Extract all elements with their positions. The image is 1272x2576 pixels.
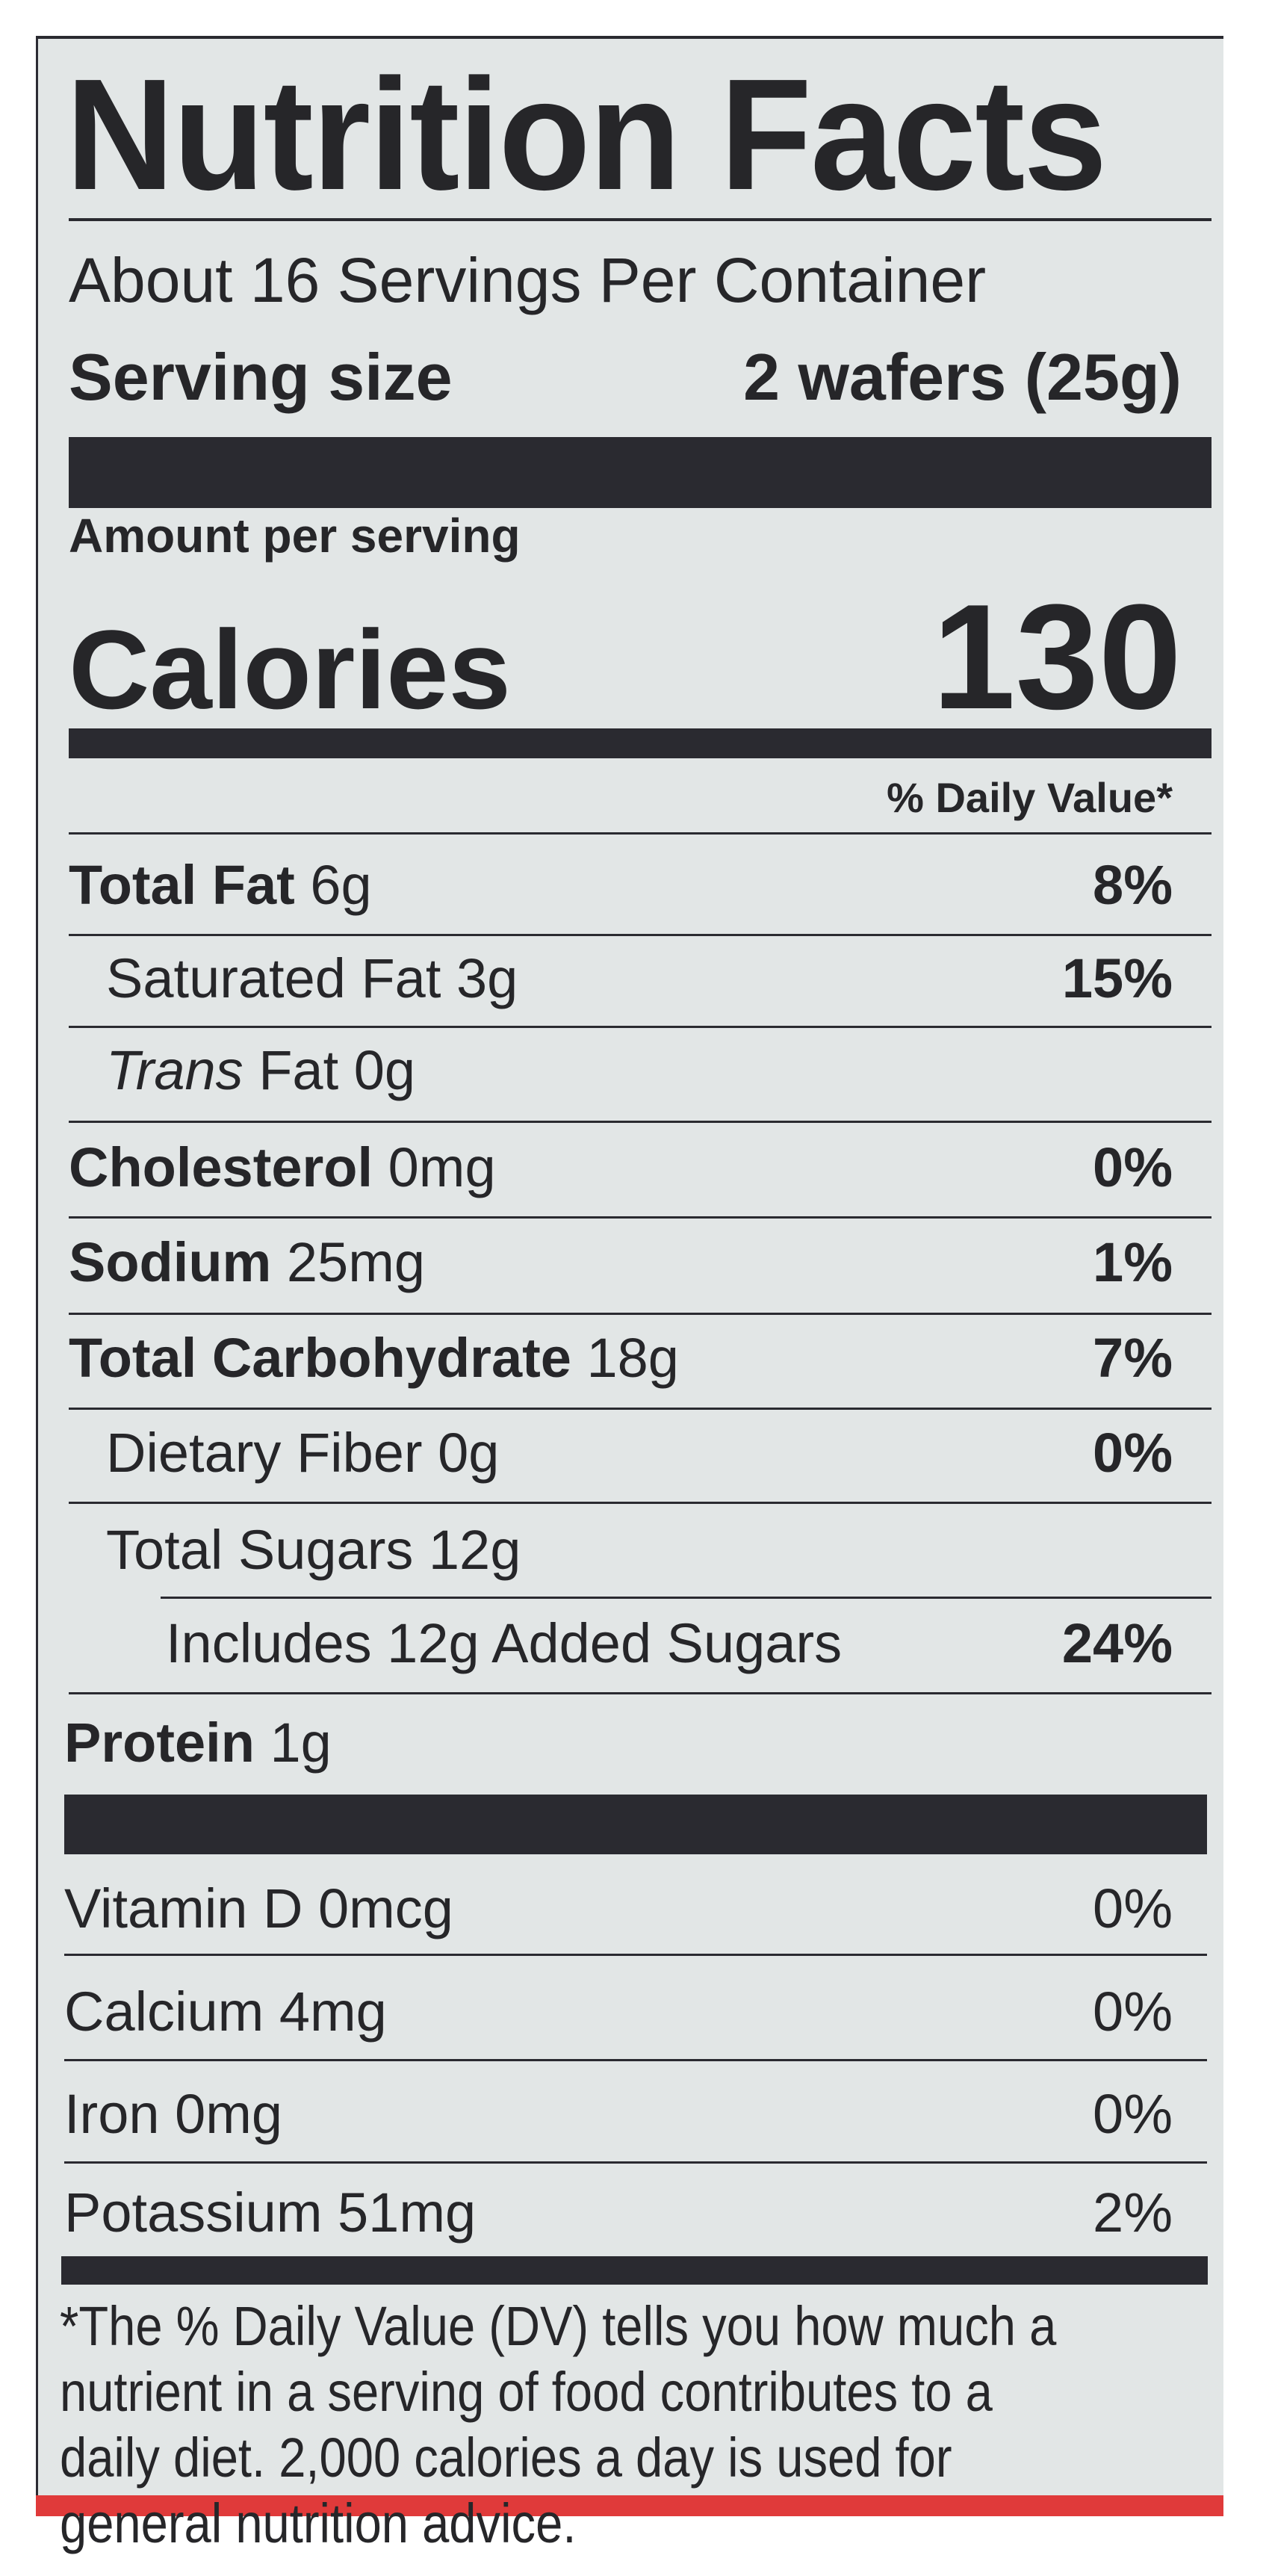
divider [64, 1954, 1207, 1956]
daily-value-header: % Daily Value* [887, 774, 1173, 821]
nutrient-dv: 7% [1093, 1327, 1173, 1389]
medium-divider [69, 728, 1211, 758]
thick-divider [64, 1795, 1207, 1854]
divider [69, 1121, 1211, 1123]
divider [64, 2161, 1207, 2164]
calories-label: Calories [69, 607, 511, 732]
nutrient-name: Trans [106, 1039, 243, 1101]
nutrient-amount: 3g [456, 947, 518, 1009]
divider [69, 1408, 1211, 1410]
nutrient-name: Total Carbohydrate [69, 1327, 571, 1389]
nutrient-name: Protein [64, 1712, 255, 1774]
nutrient-amount: 1g [270, 1712, 332, 1774]
nutrient-dv: 15% [1061, 947, 1173, 1009]
divider [69, 1313, 1211, 1315]
serving-size: Serving size 2 wafers (25g) [69, 340, 1182, 415]
page-title: Nutrition Facts [66, 46, 1107, 223]
nutrient-amount: 6g [310, 854, 372, 916]
thick-divider [69, 437, 1211, 508]
vitamin-dv: 0% [1093, 1877, 1173, 1939]
nutrient-amount: 0g [438, 1422, 500, 1484]
amount-per-serving: Amount per serving [69, 509, 521, 563]
nutrient-dv: 0% [1093, 1422, 1173, 1484]
servings-per-container: About 16 Servings Per Container [69, 245, 987, 315]
nutrient-dv: 8% [1093, 854, 1173, 916]
vitamin-amount: 4mg [279, 1981, 387, 2043]
nutrient-name: Sodium [69, 1231, 272, 1293]
vitamin-name: Calcium [64, 1981, 264, 2043]
calories-row: Calories 130 [69, 583, 1182, 734]
nutrient-amount: 0g [353, 1039, 416, 1101]
divider [69, 1502, 1211, 1504]
divider [69, 1216, 1211, 1219]
divider [161, 1597, 1211, 1599]
divider [64, 2059, 1207, 2061]
nutrient-row-cholesterol: Cholesterol 0mg 0% [69, 1134, 1173, 1201]
nutrient-row-dietary-fiber: Dietary Fiber 0g 0% [106, 1419, 1173, 1487]
nutrient-name: Total Fat [69, 854, 295, 916]
vitamin-row-potassium: Potassium 51mg 2% [64, 2179, 1173, 2247]
nutrient-amount: 25mg [286, 1231, 425, 1293]
divider [69, 934, 1211, 936]
red-package-band [36, 2495, 1223, 2516]
serving-size-value: 2 wafers (25g) [743, 340, 1182, 414]
daily-value-footnote: *The % Daily Value (DV) tells you how mu… [60, 2295, 1057, 2554]
vitamin-name: Potassium [64, 2182, 323, 2244]
vitamin-amount: 0mg [175, 2083, 283, 2145]
nutrient-amount: 12g [428, 1519, 521, 1581]
vitamin-amount: 51mg [338, 2182, 477, 2244]
nutrient-name: Dietary Fiber [106, 1422, 423, 1484]
nutrient-row-total-sugars: Total Sugars 12g [106, 1517, 1173, 1584]
calories-value: 130 [932, 574, 1182, 740]
nutrient-dv: 1% [1093, 1231, 1173, 1293]
vitamin-name: Vitamin D [64, 1877, 303, 1939]
vitamin-row-calcium: Calcium 4mg 0% [64, 1978, 1173, 2046]
vitamin-dv: 0% [1093, 1981, 1173, 2043]
nutrient-name: Includes 12g Added Sugars [166, 1612, 843, 1674]
nutrient-name-rest: Fat [243, 1039, 339, 1101]
nutrient-row-added-sugars: Includes 12g Added Sugars 24% [166, 1610, 1173, 1677]
medium-divider [61, 2256, 1208, 2285]
nutrient-amount: 0mg [388, 1136, 496, 1198]
vitamin-row-vitamin-d: Vitamin D 0mcg 0% [64, 1875, 1173, 1942]
vitamin-name: Iron [64, 2083, 160, 2145]
divider [69, 218, 1211, 221]
nutrient-name: Total Sugars [106, 1519, 414, 1581]
serving-size-label: Serving size [69, 340, 453, 414]
nutrient-row-total-fat: Total Fat 6g 8% [69, 852, 1173, 919]
vitamin-row-iron: Iron 0mg 0% [64, 2081, 1173, 2148]
top-border [36, 36, 1223, 39]
nutrient-row-sodium: Sodium 25mg 1% [69, 1229, 1173, 1296]
nutrient-name: Cholesterol [69, 1136, 373, 1198]
vitamin-dv: 2% [1093, 2182, 1173, 2244]
divider [69, 1692, 1211, 1694]
nutrient-amount: 18g [586, 1327, 679, 1389]
divider [69, 832, 1211, 835]
vitamin-dv: 0% [1093, 2083, 1173, 2145]
nutrient-dv: 24% [1061, 1612, 1173, 1674]
nutrient-row-total-carbohydrate: Total Carbohydrate 18g 7% [69, 1325, 1173, 1392]
nutrient-row-protein: Protein 1g [64, 1709, 1168, 1777]
divider [69, 1026, 1211, 1028]
vitamin-amount: 0mcg [317, 1877, 453, 1939]
nutrient-row-saturated-fat: Saturated Fat 3g 15% [106, 945, 1173, 1012]
nutrient-name: Saturated Fat [106, 947, 441, 1009]
nutrient-dv: 0% [1093, 1136, 1173, 1198]
nutrient-row-trans-fat: Trans Fat 0g [106, 1037, 1173, 1104]
